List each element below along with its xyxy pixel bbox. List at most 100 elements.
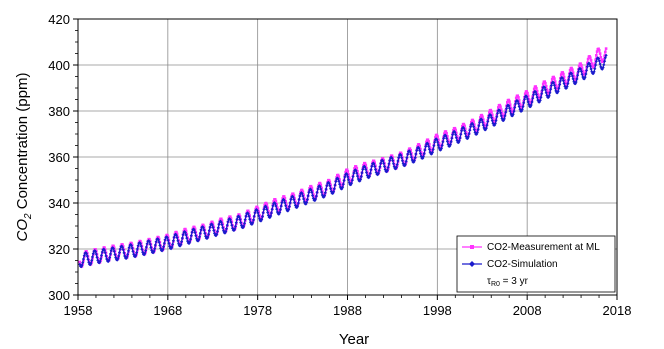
data-point [161,247,165,251]
data-point [559,73,563,76]
data-point [586,62,590,66]
data-point [549,83,553,88]
data-point [315,190,319,194]
data-point [500,108,503,111]
data-point [532,87,536,91]
data-point [409,149,412,152]
data-point [473,130,477,134]
data-point [88,263,92,267]
data-point [125,255,129,259]
data-point [453,126,457,130]
data-point [292,197,296,202]
data-point [472,125,476,129]
data-point [463,129,467,133]
data-point [549,87,553,91]
data-point [285,203,288,207]
data-point [598,49,601,52]
data-point [404,159,408,163]
data-point [286,209,290,213]
data-point [586,57,590,61]
data-point [290,194,294,198]
data-point [167,241,171,245]
data-point [513,105,517,110]
data-point [603,54,606,58]
data-point [570,72,574,76]
data-point [550,77,554,81]
data-point [476,128,480,132]
data-point [237,215,241,219]
data-point [343,175,347,179]
data-point [121,248,125,252]
data-point [504,110,508,114]
data-point [93,250,98,254]
data-point [405,156,409,160]
data-point [535,89,539,93]
data-point [585,65,589,69]
data-point [544,84,548,88]
data-point [212,228,216,233]
data-point [247,211,251,214]
data-point [601,60,605,63]
data-point [124,256,128,260]
data-point [112,244,115,248]
data-point [513,102,518,106]
data-point [589,59,593,62]
data-point [541,82,545,86]
data-point [84,252,89,256]
data-point [470,120,473,124]
data-point [381,157,385,160]
data-point [327,181,331,185]
data-point [570,74,574,78]
legend: CO2-Measurement at ML CO2-Simulation τR0… [456,235,616,293]
data-point [597,47,600,51]
data-point [353,167,356,170]
data-point [579,62,582,65]
y-tick-labels: 300 320 340 360 380 400 420 [48,12,70,303]
data-point [267,212,271,216]
data-point [484,126,488,130]
data-point [309,184,313,188]
data-point [233,227,237,231]
data-point [445,139,449,143]
data-point [148,242,152,246]
data-point [571,77,575,81]
data-point [373,161,376,164]
data-point [604,47,608,50]
data-point [464,127,467,131]
data-point [246,209,250,213]
data-point [224,229,228,234]
data-point [489,113,493,117]
data-point [438,144,442,148]
data-point [264,201,268,205]
data-point [581,69,585,73]
y-tick-label: 300 [48,288,70,303]
data-point [157,240,161,244]
data-point [595,50,599,53]
data-point [356,169,359,173]
data-point [593,62,597,65]
data-point [525,90,528,93]
data-point [225,223,229,227]
data-point [394,165,399,169]
data-point [488,111,491,114]
data-point [193,231,197,235]
data-point [520,108,524,112]
data-point [126,252,130,256]
data-point [278,208,282,212]
data-point [382,164,387,169]
data-point [364,170,369,175]
data-point [183,231,187,235]
data-point [175,230,178,234]
data-point [553,77,556,80]
data-point [452,129,456,133]
data-point [283,201,287,205]
data-point [518,102,522,106]
data-point [208,225,212,229]
data-point [558,82,562,87]
data-point [175,236,179,240]
x-tick-label: 1958 [64,303,93,318]
data-point [456,137,460,141]
data-point [466,136,470,141]
data-point [142,253,146,257]
data-point [444,134,448,138]
